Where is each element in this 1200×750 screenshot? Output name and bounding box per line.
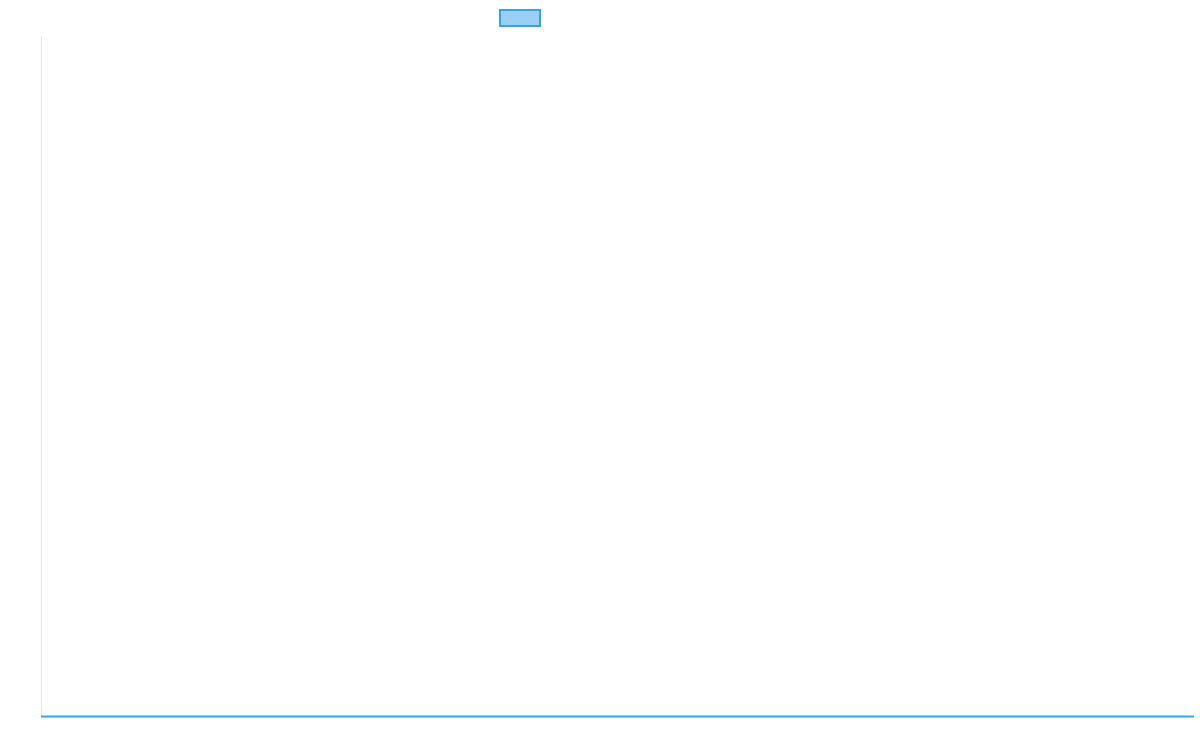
legend[interactable] <box>499 9 541 27</box>
legend-swatch[interactable] <box>499 9 541 27</box>
